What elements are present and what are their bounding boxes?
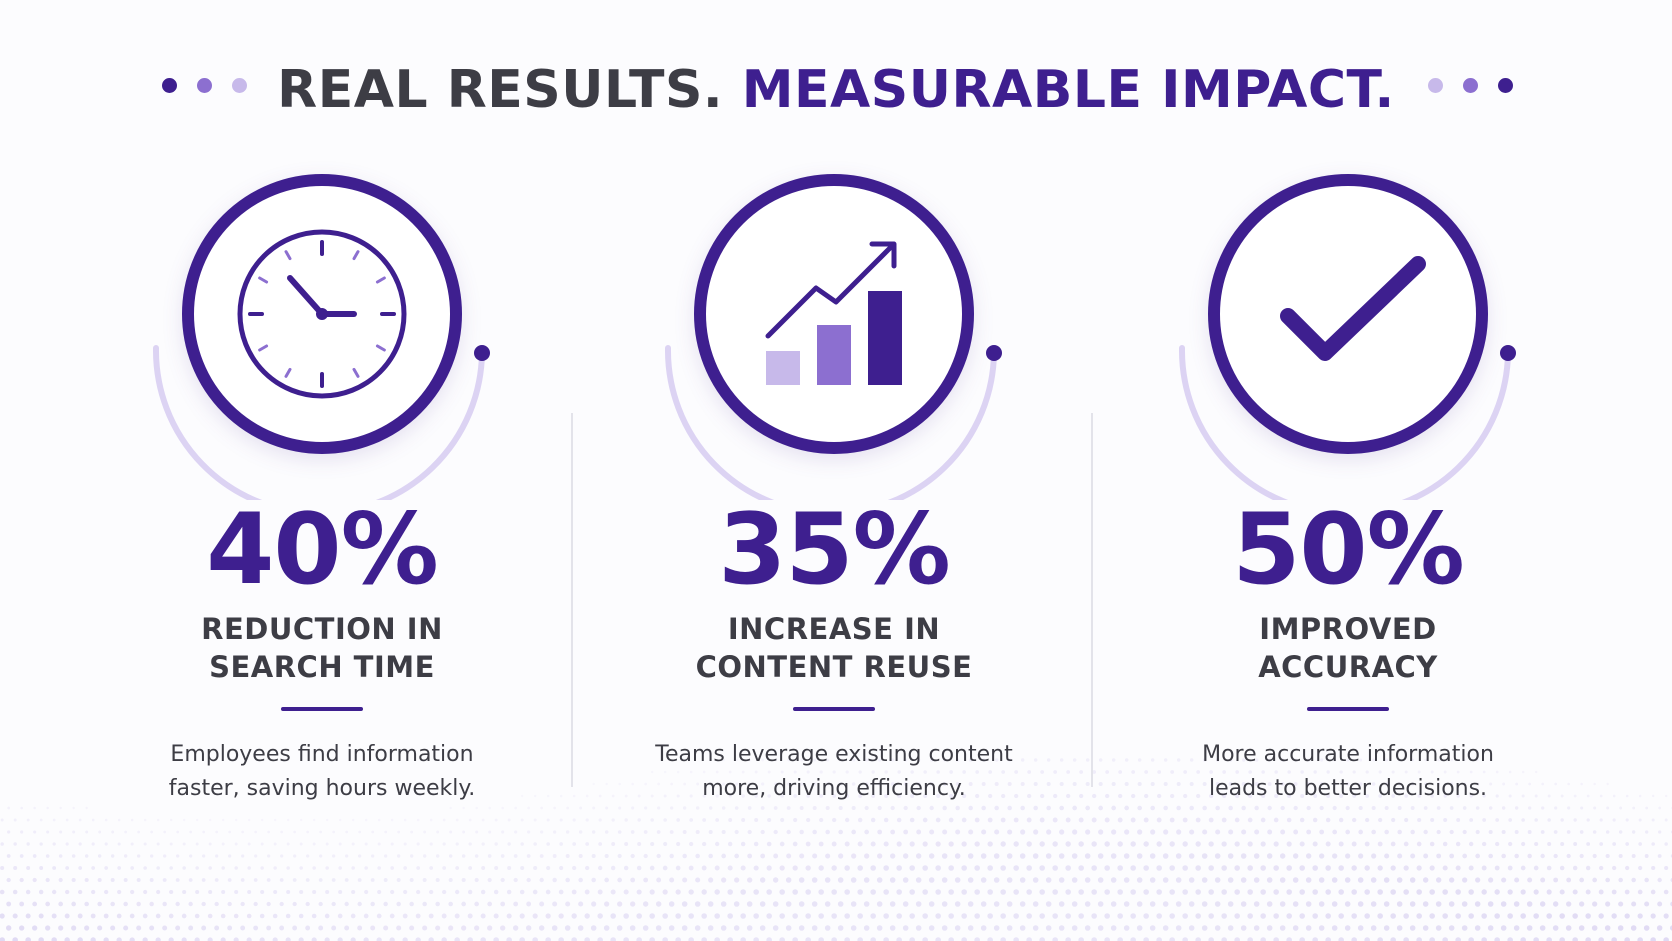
- accent-underline: [281, 707, 363, 711]
- header: REAL RESULTS. MEASURABLE IMPACT.: [0, 48, 1672, 132]
- clock-icon-badge: [152, 174, 490, 500]
- column-divider: [1091, 413, 1093, 787]
- page-title: REAL RESULTS. MEASURABLE IMPACT.: [277, 48, 1395, 132]
- growth-chart-icon: [765, 241, 902, 385]
- column-divider: [571, 413, 573, 787]
- accent-underline: [793, 707, 875, 711]
- stat-label: INCREASE IN CONTENT REUSE: [695, 612, 973, 684]
- clock-icon: [237, 229, 407, 399]
- stat-value: 50%: [1232, 493, 1465, 607]
- checkmark-icon: [1280, 256, 1426, 361]
- title-part-2: MEASURABLE IMPACT.: [741, 60, 1395, 120]
- stat-description: More accurate information leads to bette…: [1202, 742, 1494, 801]
- title-part-1: REAL RESULTS.: [277, 60, 724, 120]
- stat-label: REDUCTION IN SEARCH TIME: [201, 612, 443, 684]
- stat-description: Teams leverage existing content more, dr…: [655, 742, 1013, 801]
- stat-value: 35%: [718, 493, 951, 607]
- stat-value: 40%: [206, 493, 439, 607]
- decorative-dots-left: [162, 78, 247, 93]
- growth-chart-icon-badge: [664, 174, 1002, 500]
- stat-description: Employees find information faster, savin…: [168, 742, 476, 801]
- checkmark-icon-badge: [1178, 174, 1516, 500]
- decorative-dots-right: [1428, 78, 1513, 93]
- accent-underline: [1307, 707, 1389, 711]
- stat-label: IMPROVED ACCURACY: [1258, 612, 1438, 684]
